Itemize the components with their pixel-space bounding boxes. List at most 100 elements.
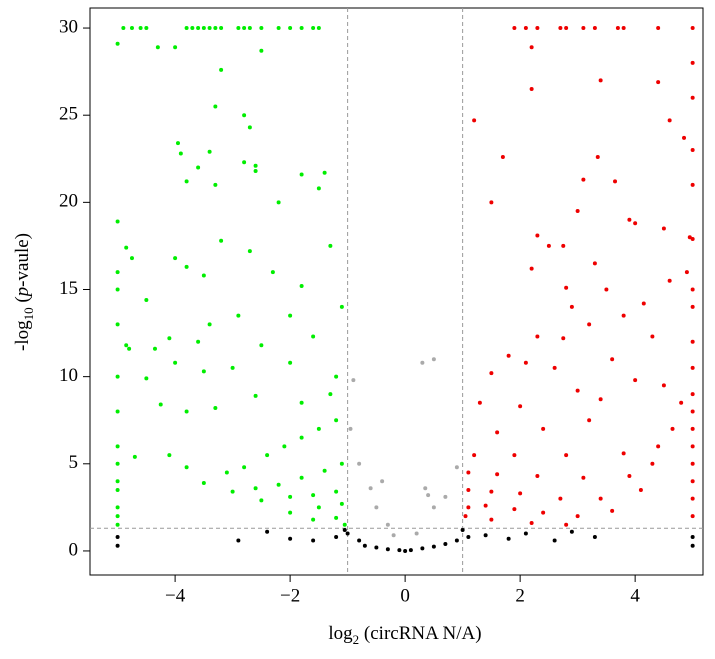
point — [362, 543, 367, 548]
point — [466, 535, 471, 540]
point — [443, 494, 448, 499]
point — [144, 297, 149, 302]
point — [282, 444, 287, 449]
point — [621, 313, 626, 318]
point — [661, 383, 666, 388]
point — [115, 479, 120, 484]
point — [500, 155, 505, 160]
point — [224, 470, 229, 475]
point — [213, 26, 218, 31]
x-tick-label: −4 — [165, 585, 186, 606]
point — [236, 313, 241, 318]
x-tick-label: 4 — [630, 585, 640, 606]
point — [518, 491, 523, 496]
y-tick-label: 10 — [59, 365, 78, 386]
point — [247, 249, 252, 254]
point — [690, 479, 695, 484]
point — [247, 26, 252, 31]
point — [561, 243, 566, 248]
point — [592, 535, 597, 540]
point — [230, 365, 235, 370]
y-tick-label: 25 — [59, 104, 78, 125]
point — [690, 236, 695, 241]
point — [633, 378, 638, 383]
point — [535, 233, 540, 238]
point — [667, 278, 672, 283]
point — [115, 444, 120, 449]
point — [178, 151, 183, 156]
point — [184, 465, 189, 470]
point — [155, 45, 160, 50]
point — [230, 489, 235, 494]
point — [495, 430, 500, 435]
y-tick-label: 15 — [59, 278, 78, 299]
point — [454, 538, 459, 543]
point — [322, 468, 327, 473]
x-tick-label: 2 — [515, 585, 525, 606]
point — [242, 160, 247, 165]
point — [334, 489, 339, 494]
point — [682, 135, 687, 140]
point — [506, 353, 511, 358]
point — [201, 480, 206, 485]
point — [426, 493, 431, 498]
point — [115, 514, 120, 519]
point — [265, 529, 270, 534]
point — [512, 453, 517, 458]
point — [380, 479, 385, 484]
point — [357, 461, 362, 466]
point — [523, 26, 528, 31]
point — [443, 541, 448, 546]
point — [368, 486, 373, 491]
point — [236, 26, 241, 31]
point — [690, 148, 695, 153]
point — [595, 155, 600, 160]
point — [213, 104, 218, 109]
point — [512, 26, 517, 31]
point — [196, 339, 201, 344]
point — [483, 533, 488, 538]
point — [656, 444, 661, 449]
point — [138, 26, 143, 31]
point — [670, 426, 675, 431]
point — [472, 453, 477, 458]
point — [690, 543, 695, 548]
point — [561, 336, 566, 341]
point — [541, 510, 546, 515]
point — [598, 78, 603, 83]
point — [299, 435, 304, 440]
point — [397, 548, 402, 553]
point — [345, 531, 350, 536]
point — [190, 26, 195, 31]
point — [460, 528, 465, 533]
point — [175, 141, 180, 146]
point — [621, 451, 626, 456]
point — [656, 80, 661, 85]
point — [512, 507, 517, 512]
point — [690, 60, 695, 65]
point — [184, 409, 189, 414]
point — [173, 45, 178, 50]
point — [391, 533, 396, 538]
point — [690, 514, 695, 519]
point — [253, 393, 258, 398]
point — [351, 378, 356, 383]
point — [196, 165, 201, 170]
point — [558, 496, 563, 501]
point — [581, 26, 586, 31]
point — [173, 360, 178, 365]
point — [477, 400, 482, 405]
point — [299, 475, 304, 480]
point — [322, 170, 327, 175]
point — [684, 270, 689, 275]
point — [690, 426, 695, 431]
point — [454, 465, 459, 470]
point — [546, 243, 551, 248]
y-tick-label: 20 — [59, 191, 78, 212]
point — [650, 334, 655, 339]
point — [581, 475, 586, 480]
y-tick-label: 5 — [69, 452, 79, 473]
point — [552, 538, 557, 543]
point — [288, 510, 293, 515]
point — [158, 402, 163, 407]
